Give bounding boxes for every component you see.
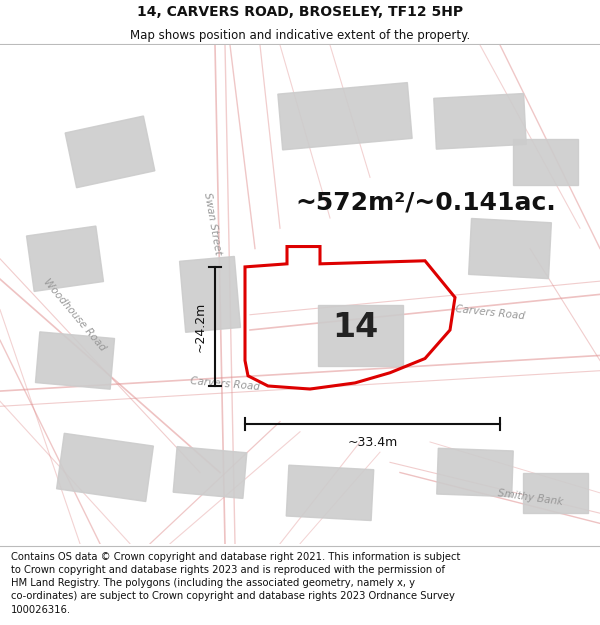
Text: Smithy Bank: Smithy Bank bbox=[497, 488, 563, 508]
Text: Woodhouse Road: Woodhouse Road bbox=[42, 277, 108, 352]
Bar bbox=[469, 219, 551, 279]
Text: Contains OS data © Crown copyright and database right 2021. This information is : Contains OS data © Crown copyright and d… bbox=[11, 552, 460, 614]
Text: ~24.2m: ~24.2m bbox=[194, 301, 207, 351]
Bar bbox=[317, 304, 403, 366]
Bar bbox=[278, 82, 412, 150]
Bar bbox=[437, 448, 513, 497]
Text: 14: 14 bbox=[332, 311, 378, 344]
Bar bbox=[512, 139, 577, 185]
Bar bbox=[56, 433, 154, 501]
Bar bbox=[434, 94, 526, 149]
Bar bbox=[35, 332, 115, 389]
Text: Map shows position and indicative extent of the property.: Map shows position and indicative extent… bbox=[130, 29, 470, 42]
Text: Carvers Road: Carvers Road bbox=[455, 304, 525, 321]
Text: ~33.4m: ~33.4m bbox=[347, 436, 398, 449]
Bar bbox=[26, 226, 103, 291]
Bar bbox=[523, 472, 587, 513]
Bar bbox=[286, 465, 374, 521]
Bar bbox=[179, 256, 241, 332]
Text: ~572m²/~0.141ac.: ~572m²/~0.141ac. bbox=[295, 191, 556, 215]
Text: 14, CARVERS ROAD, BROSELEY, TF12 5HP: 14, CARVERS ROAD, BROSELEY, TF12 5HP bbox=[137, 5, 463, 19]
Text: Carvers Road: Carvers Road bbox=[190, 376, 260, 392]
Bar bbox=[173, 447, 247, 498]
Text: Swan Street: Swan Street bbox=[202, 191, 223, 255]
Bar bbox=[65, 116, 155, 188]
